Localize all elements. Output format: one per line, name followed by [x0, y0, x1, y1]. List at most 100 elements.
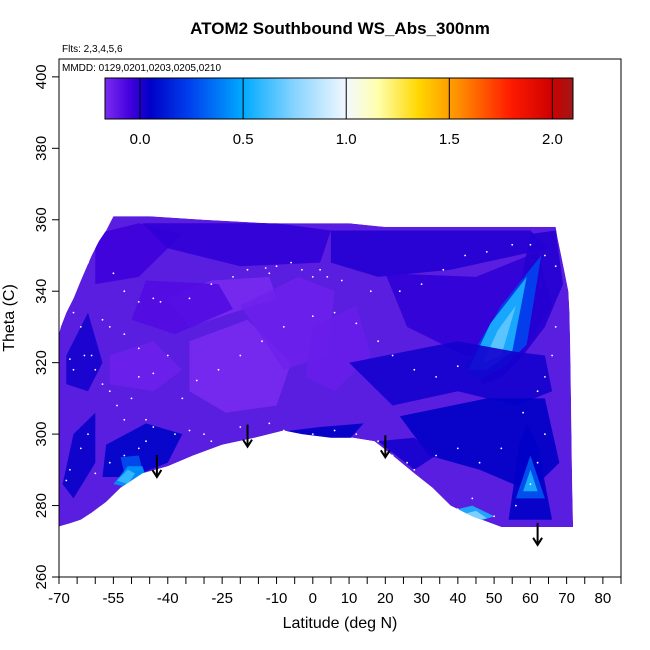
sample-point-92 — [333, 311, 336, 314]
sample-point-17 — [137, 376, 140, 378]
sample-point-11 — [94, 368, 97, 371]
sample-point-28 — [301, 268, 303, 271]
sample-point-55 — [377, 440, 379, 443]
sample-point-0 — [94, 236, 97, 239]
sample-point-25 — [268, 272, 271, 275]
sample-point-78 — [456, 508, 459, 510]
sample-point-41 — [544, 254, 546, 257]
sample-point-99 — [101, 318, 104, 321]
sample-point-44 — [152, 426, 155, 428]
sample-point-62 — [500, 447, 503, 450]
x-tick-label-0: -70 — [48, 590, 70, 607]
sample-point-60 — [456, 447, 459, 450]
sample-point-81 — [515, 504, 517, 507]
y-tick-label-6: 380 — [33, 136, 50, 161]
sample-point-18 — [152, 372, 155, 375]
field-region-2 — [131, 280, 233, 335]
sample-point-64 — [536, 390, 539, 393]
sample-point-49 — [239, 426, 242, 428]
x-tick-label-20: 30 — [413, 590, 430, 607]
sample-point-97 — [435, 376, 437, 378]
sample-point-80 — [493, 515, 495, 518]
sample-point-48 — [210, 440, 213, 443]
flights-note: Flts: 2,3,4,5,6 — [62, 44, 123, 55]
sample-point-14 — [116, 404, 118, 407]
sample-point-102 — [137, 347, 140, 350]
y-tick-label-4: 340 — [33, 279, 50, 304]
sample-point-103 — [79, 326, 82, 328]
sample-point-45 — [174, 433, 176, 435]
sample-point-76 — [145, 440, 147, 443]
y-axis-label: Theta (C) — [1, 284, 18, 352]
sample-point-93 — [355, 322, 358, 325]
field-region-17 — [276, 423, 364, 440]
sample-point-10 — [90, 354, 93, 357]
sample-point-101 — [123, 333, 126, 335]
sample-point-37 — [464, 254, 466, 257]
x-tick-label-3: -55 — [103, 590, 125, 607]
y-tick-label-0: 260 — [33, 564, 50, 589]
sample-point-21 — [210, 283, 213, 285]
x-tick-label-28: 70 — [558, 590, 575, 607]
sample-point-71 — [65, 479, 68, 482]
sample-point-61 — [478, 461, 481, 464]
sample-point-90 — [282, 326, 285, 328]
field-region-3 — [330, 230, 549, 277]
y-tick-label-7: 400 — [33, 64, 50, 89]
sample-point-3 — [123, 290, 126, 293]
sample-point-58 — [413, 468, 416, 471]
sample-point-24 — [264, 267, 267, 269]
colorbar: 0.0 0.5 1.0 1.5 2.0 — [104, 77, 574, 148]
sample-points — [65, 236, 557, 518]
sample-point-19 — [166, 354, 169, 357]
sample-point-67 — [554, 326, 557, 328]
x-tick-label-22: 40 — [449, 590, 466, 607]
sample-point-77 — [471, 497, 474, 500]
sample-point-13 — [108, 390, 111, 393]
sample-point-34 — [398, 290, 401, 293]
heatmap-field — [59, 216, 574, 527]
sample-point-74 — [123, 454, 126, 457]
sample-point-100 — [108, 326, 111, 328]
sample-point-2 — [112, 272, 115, 275]
colorbar-tick-label-2: 1.0 — [336, 131, 357, 148]
y-axis: 260 280 300 320 340 360 380 400 — [33, 64, 59, 590]
sample-point-23 — [246, 268, 249, 271]
field-region-1 — [142, 223, 331, 267]
sample-point-12 — [101, 383, 104, 385]
x-tick-label-24: 50 — [486, 590, 503, 607]
sample-point-33 — [369, 290, 372, 293]
colorbar-tick-label-4: 2.0 — [542, 131, 563, 148]
colorbar-tick-label-1: 0.5 — [233, 131, 254, 148]
sample-point-15 — [123, 418, 126, 421]
sample-point-50 — [268, 422, 271, 425]
sample-point-94 — [377, 340, 379, 343]
sample-point-46 — [188, 429, 191, 432]
sample-point-36 — [442, 268, 445, 271]
field-region-21 — [117, 469, 136, 485]
sample-point-66 — [551, 354, 553, 357]
colorbar-gradient — [104, 77, 574, 120]
sample-point-70 — [69, 468, 71, 471]
field-region-13 — [523, 469, 538, 492]
sample-point-5 — [152, 297, 155, 300]
sample-point-9 — [83, 354, 86, 357]
sample-point-6 — [159, 301, 162, 303]
sample-point-4 — [137, 301, 140, 303]
sample-point-40 — [529, 243, 532, 246]
sample-point-43 — [145, 418, 147, 421]
field-light-region-4 — [305, 305, 371, 392]
sample-point-7 — [72, 368, 75, 371]
arrow-markers — [151, 424, 543, 547]
y-tick-label-3: 320 — [33, 350, 50, 375]
arrow-marker-2 — [379, 435, 391, 460]
sample-point-1 — [87, 261, 89, 264]
sample-point-39 — [511, 243, 514, 246]
sample-point-27 — [290, 261, 292, 264]
y-tick-label-2: 300 — [33, 422, 50, 447]
sample-point-29 — [311, 276, 314, 278]
sample-point-20 — [188, 297, 191, 300]
field-region-16 — [378, 437, 437, 470]
x-tick-label-30: 80 — [595, 590, 612, 607]
